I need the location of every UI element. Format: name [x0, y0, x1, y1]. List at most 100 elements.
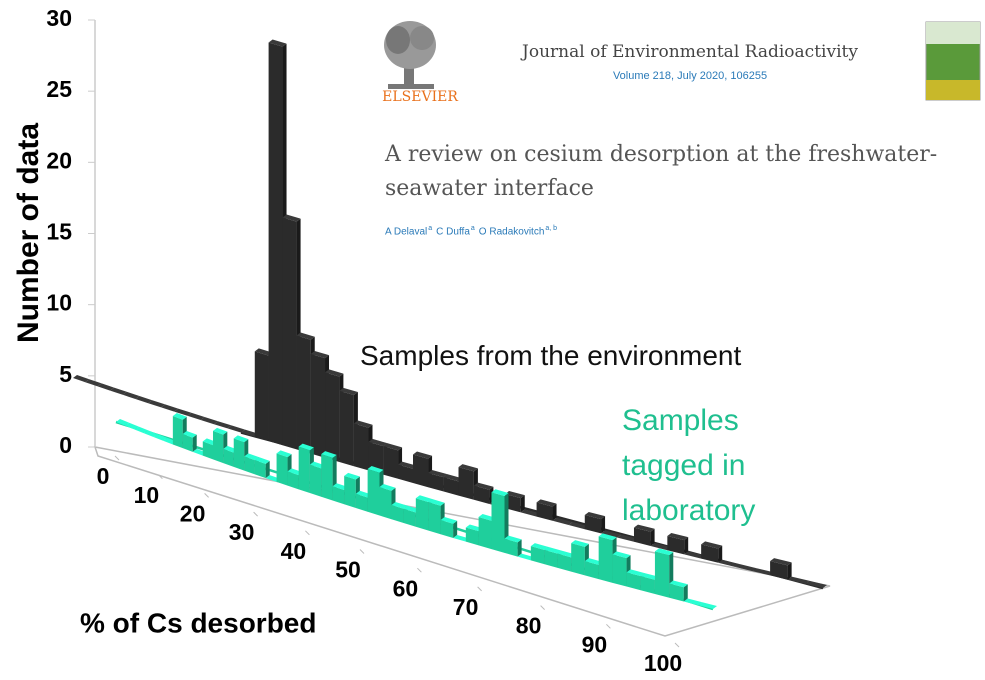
bar-front — [223, 448, 234, 467]
bar-top — [752, 568, 775, 576]
x-tick — [540, 605, 545, 610]
bar-top — [110, 387, 127, 395]
bar-top — [344, 472, 360, 480]
bar-front — [244, 456, 255, 475]
bar-top — [428, 498, 445, 506]
bar — [116, 419, 130, 426]
bar-top — [552, 517, 573, 525]
bar — [667, 532, 689, 555]
bar-top — [684, 551, 706, 559]
bar-top — [379, 484, 396, 491]
y-tick-label: 5 — [59, 361, 72, 387]
author[interactable]: A Delaval — [385, 226, 428, 238]
bar-top — [654, 548, 674, 556]
bar-top — [458, 464, 478, 472]
author[interactable]: O Radakovitch — [478, 226, 545, 238]
bar-top — [85, 379, 102, 387]
bar-top — [667, 532, 689, 541]
bar-front — [172, 415, 183, 449]
x-tick-label: 10 — [134, 482, 160, 508]
bar-front — [633, 527, 651, 546]
bar-front — [440, 519, 454, 538]
bar-front — [276, 453, 288, 486]
x-tick-label: 90 — [582, 631, 608, 657]
bar-side — [192, 434, 197, 452]
bar-front — [332, 486, 345, 505]
bar-front — [536, 502, 553, 521]
bar-side — [520, 495, 525, 513]
x-tick — [253, 511, 258, 517]
x-tick — [606, 623, 611, 629]
x-axis-title: % of Cs desorbed — [80, 607, 316, 638]
bar-top — [787, 576, 810, 584]
bar-top — [478, 513, 496, 521]
affiliation: a — [470, 225, 475, 232]
x-tick — [305, 530, 310, 536]
bar-top — [805, 580, 827, 588]
y-tick-label: 20 — [46, 147, 72, 173]
x-tick-label: 80 — [516, 613, 542, 639]
bar-top — [536, 499, 557, 507]
bar-top — [403, 505, 420, 513]
bar-top — [505, 490, 525, 499]
bar — [135, 396, 153, 404]
bar-front — [640, 576, 655, 595]
bar-top — [244, 453, 259, 461]
bar-front — [443, 477, 459, 496]
bar-top — [584, 511, 606, 520]
bar-top — [174, 408, 192, 416]
bar-top — [770, 558, 792, 566]
bar-top — [718, 559, 740, 567]
bar-top — [310, 350, 330, 359]
bar-front — [344, 475, 356, 509]
bar-front — [458, 467, 474, 500]
bar-front — [233, 438, 245, 471]
bar-front — [770, 561, 788, 580]
author[interactable]: C Duffa — [436, 226, 470, 238]
bar — [735, 564, 757, 572]
x-tick-label: 60 — [393, 575, 419, 601]
volume[interactable]: Volume 218, July 2020, 106255 — [612, 70, 768, 82]
bar — [698, 602, 717, 609]
bar-front — [298, 446, 310, 494]
x-tick-label: 100 — [644, 650, 682, 676]
bar — [227, 425, 246, 433]
journal-name[interactable]: Journal of Environmental Radioactivity — [522, 42, 858, 62]
bar — [73, 375, 90, 383]
bar-top — [571, 540, 589, 547]
bar-front — [428, 501, 441, 535]
bar-side — [552, 503, 557, 521]
bar-top — [473, 482, 494, 490]
bar-top — [135, 396, 153, 404]
bar — [650, 543, 672, 551]
bar-top — [735, 564, 757, 572]
bar — [805, 580, 827, 588]
bar — [701, 541, 723, 563]
y-tick-label: 15 — [46, 219, 72, 245]
bar-top — [227, 425, 246, 433]
bar-front — [504, 538, 518, 557]
bar-top — [617, 534, 638, 542]
bar-front — [325, 372, 340, 462]
bar-top — [504, 535, 522, 543]
bar — [110, 387, 127, 395]
bar-front — [530, 546, 545, 565]
bar — [633, 524, 655, 546]
bar — [718, 559, 740, 567]
bar-front — [268, 42, 283, 446]
bar-top — [383, 443, 403, 451]
bar-top — [491, 489, 509, 496]
bar-front — [667, 535, 685, 555]
bar-front — [287, 471, 299, 490]
bar — [200, 417, 218, 425]
bar-top — [353, 420, 373, 428]
bar-front — [473, 485, 490, 504]
x-tick-label: 30 — [229, 519, 255, 545]
bar-front — [598, 536, 613, 583]
bar — [473, 482, 494, 504]
bar-top — [182, 430, 197, 438]
bar-front — [571, 543, 585, 576]
bar-front — [626, 572, 641, 591]
bar-front — [557, 553, 572, 572]
bar — [182, 430, 197, 452]
